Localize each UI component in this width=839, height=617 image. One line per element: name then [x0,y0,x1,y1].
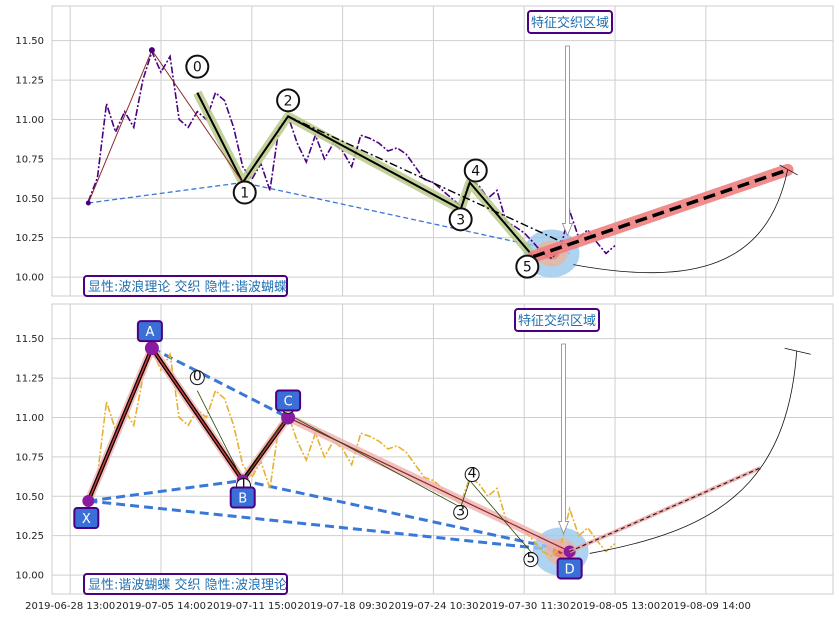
wave-label-circle [185,54,210,79]
wave-label: 0 [193,369,202,385]
harmonic-point-marker [281,410,296,425]
feature-zone-arrow [561,45,574,237]
y-tick-label: 10.25 [15,531,44,542]
price-line [87,49,616,260]
wave-label: 4 [471,164,480,180]
top-panel: 10.00 10.25 10.50 10.75 11.00 11.25 11.50 特征交织区… [15,5,834,297]
wave-ghost-line [196,390,534,555]
wave-label-circle [453,504,469,520]
wave-label: 1 [239,477,248,493]
harmonic-label: B [238,492,247,507]
projection-arc-cap [779,164,798,176]
legend-box [83,275,288,297]
wave-label: 3 [456,212,465,228]
y-tick-label: 10.75 [15,154,44,165]
feature-title-box [514,308,600,332]
feature-zone-arrow [557,343,570,535]
wave-label-circle [463,158,488,183]
y-tick-label: 11.50 [15,334,44,345]
x-tick-label: 2019-07-24 10:30 [388,601,478,612]
harmonic-label: D [565,562,575,577]
x-tick-label: 2019-08-09 14:00 [661,601,751,612]
harmonic-point-marker [82,495,95,508]
legend-text: 显性:波浪理论 交织 隐性:谐波蝴蝶 [88,279,287,295]
harmonic-ghost-line [287,115,570,247]
plot-area [51,5,834,297]
bottom-panel: 10.00 10.25 10.50 10.75 11.00 11.25 11.50 特征交织区… [15,303,834,595]
harmonic-inner-line [87,346,289,502]
harmonic-label-box [275,389,302,412]
y-tick-label: 11.00 [15,115,44,126]
y-tick-label: 10.00 [15,273,44,284]
x-tick-label: 2019-07-18 09:30 [298,601,388,612]
harmonic-label: A [145,325,154,340]
plot-area [51,303,834,595]
pattern-line-ac [151,346,289,419]
harmonic-label-box [73,507,100,530]
wave-label-circle [189,370,205,386]
y-tick-label: 10.50 [15,492,44,503]
wave-label: 1 [240,186,249,202]
point-x-marker [85,200,91,206]
x-tick-label: 2019-07-11 15:00 [207,601,297,612]
pattern-line-xd [88,499,570,553]
y-tick-label: 11.50 [15,36,44,47]
wave-label: 0 [193,60,202,76]
x-tick-label: 2019-07-05 14:00 [116,601,206,612]
wave-label-circle [276,88,301,113]
y-tick-label: 11.25 [15,76,44,87]
wave-label-circle [523,552,539,568]
wave-label: 5 [526,551,535,567]
wave-label: 5 [523,260,532,276]
y-tick-label: 11.00 [15,413,44,424]
y-tick-label: 10.25 [15,233,44,244]
x-axis: 2019-06-28 13:00 2019-07-05 14:00 2019-07-… [25,601,751,612]
y-tick-label: 11.25 [15,374,44,385]
projection-line [532,168,789,259]
wave-label-circle [232,180,257,205]
x-tick-label: 2019-07-30 11:30 [479,601,569,612]
harmonic-label: X [82,512,91,527]
feature-title-box [527,10,613,34]
legend-box [83,573,288,595]
point-a-marker [148,47,155,54]
wave-label-circle [448,207,473,232]
y-tick-label: 10.00 [15,571,44,582]
harmonic-point-marker [144,341,159,356]
wave-label: 2 [284,93,293,109]
feature-title: 特征交织区域 [531,15,609,31]
harmonic-label-box [556,557,583,580]
x-tick-label: 2019-06-28 13:00 [25,601,115,612]
projection-band [568,466,762,554]
harmonic-label: C [284,394,293,409]
projection-arc [573,169,788,274]
wave-label-circle [515,254,540,279]
wave-label-circle [464,467,480,483]
projection-arc [589,351,798,554]
legend-text: 显性:谐波蝴蝶 交织 隐性:波浪理论 [88,577,287,593]
feature-title: 特征交织区域 [518,313,596,329]
wave-label: 4 [468,466,477,482]
projection-arc-cap [784,347,811,355]
harmonic-label-box [136,320,163,343]
y-tick-label: 10.75 [15,452,44,463]
harmonic-label-box [229,486,256,509]
x-tick-label: 2019-08-05 13:00 [570,601,660,612]
wave-label: 3 [456,503,465,519]
wave-line [196,92,535,258]
y-tick-label: 10.50 [15,194,44,205]
